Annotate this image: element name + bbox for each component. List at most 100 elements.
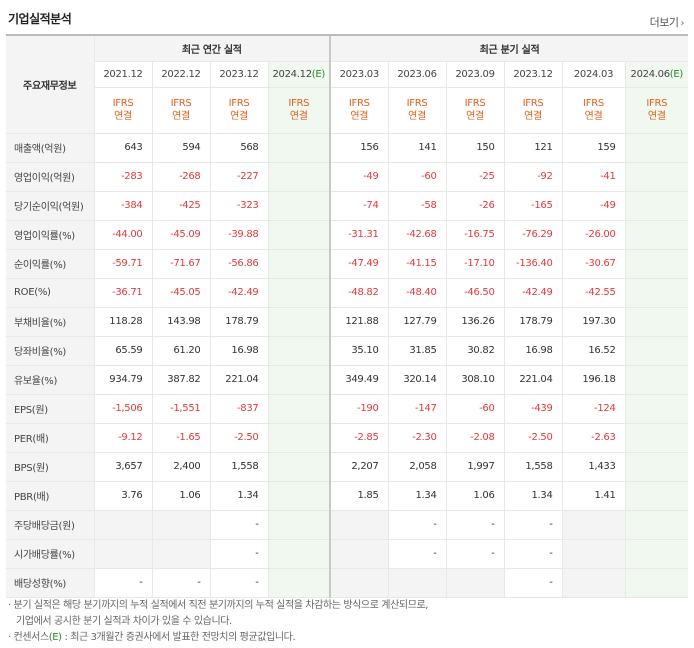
table-cell [329,568,389,598]
table-cell: 568 [209,132,268,163]
table-cell: 643 [93,132,152,163]
table-cell: -2.30 [387,423,447,453]
table-cell [624,393,689,424]
table-cell [267,481,331,511]
ifrs-basis-header: IFRS 연결 [387,87,447,134]
table-cell: 934.79 [93,365,152,395]
table-cell: -2.85 [329,423,389,453]
table-cell [624,568,689,598]
table-cell: -16.75 [445,219,505,250]
table-cell: -283 [93,162,152,192]
row-label: 유보율(%) [6,365,94,395]
table-cell [267,393,331,424]
table-cell: -45.05 [151,278,210,308]
more-link[interactable]: 더보기 › [650,14,685,30]
table-cell [267,509,331,540]
table-cell: -71.67 [151,249,210,279]
table-cell: -1,551 [151,393,210,424]
table-cell: - [445,539,505,569]
table-cell: 221.04 [503,365,563,395]
table-cell [387,568,447,598]
table-cell [267,219,331,250]
table-cell: -1.65 [151,423,210,453]
table-cell [151,509,210,540]
table-cell: 594 [151,132,210,163]
table-cell: 61.20 [151,336,210,366]
table-cell: 2,400 [151,452,210,482]
period-header: 2021.12 [93,61,152,88]
table-cell: -47.49 [329,249,389,279]
table-cell: -384 [93,191,152,221]
table-cell: 196.18 [561,365,626,395]
table-cell: -2.50 [503,423,563,453]
period-header: 2023.03 [329,61,389,88]
table-cell: - [387,539,447,569]
table-cell: 178.79 [503,306,563,337]
table-cell: -48.40 [387,278,447,308]
table-cell: -31.31 [329,219,389,250]
table-row: PBR(배) 3.76 1.06 1.34 1.85 1.34 1.06 1.34 1.41 [6,481,689,511]
row-label: 부채비율(%) [6,306,94,337]
footnote-consensus: · 컨센서스(E) : 최근 3개월간 증권사에서 발표한 전망치의 평균값입니… [8,632,296,643]
table-cell: -425 [151,191,210,221]
table-cell: 3.76 [93,481,152,511]
estimate-mark: (E) [311,68,326,80]
table-cell: 65.59 [93,336,152,366]
period-header: 2023.12 [209,61,268,88]
table-cell: 1.85 [329,481,389,511]
row-label: ROE(%) [6,278,94,308]
table-cell [624,423,689,453]
table-cell [267,539,331,569]
period-header: 2023.12 [503,61,563,88]
table-cell: -36.71 [93,278,152,308]
row-label: 영업이익(억원) [6,162,94,192]
table-row: EPS(원) -1,506 -1,551 -837 -190 -147 -60 -439 -12… [6,393,689,424]
table-cell: 2,207 [329,452,389,482]
table-cell: - [209,568,268,598]
table-cell [267,191,331,221]
table-row: 영업이익(억원) -283 -268 -227 -49 -60 -25 -92 -41 [6,162,689,192]
ifrs-basis-header: IFRS 연결 [561,87,626,134]
row-label: 영업이익률(%) [6,219,94,250]
table-cell [267,365,331,395]
ifrs-basis-header: IFRS 연결 [93,87,152,134]
table-row: 당기순이익(억원) -384 -425 -323 -74 -58 -26 -165 -49 [6,191,689,221]
table-cell: -60 [387,162,447,192]
table-row: 배당성향(%) - - - - [6,568,689,598]
table-cell: -1,506 [93,393,152,424]
table-cell: -9.12 [93,423,152,453]
table-cell: 30.82 [445,336,505,366]
table-cell: -76.29 [503,219,563,250]
ifrs-basis-header: IFRS 연결 [624,87,689,134]
table-cell [624,132,689,163]
table-row: BPS(원) 3,657 2,400 1,558 2,207 2,058 1,997 1,55… [6,452,689,482]
table-row: 시가배당률(%) - - - - [6,539,689,569]
ifrs-basis-header: IFRS 연결 [267,87,331,134]
table-cell [624,336,689,366]
row-label: PER(배) [6,423,94,453]
ifrs-basis-header: IFRS 연결 [209,87,268,134]
table-cell: - [503,568,563,598]
table-cell [267,132,331,163]
table-cell: -59.71 [93,249,152,279]
table-cell: -56.86 [209,249,268,279]
table-cell: 121.88 [329,306,389,337]
table-cell: 141 [387,132,447,163]
table-cell [267,162,331,192]
table-cell: -48.82 [329,278,389,308]
table-cell: -42.68 [387,219,447,250]
table-cell: 143.98 [151,306,210,337]
label-column-header: 주요재무정보 [6,34,94,134]
footnote-quarterly-cont: 기업에서 공시한 분기 실적과 차이가 있을 수 있습니다. [16,616,232,627]
table-cell: 1.41 [561,481,626,511]
table-cell: 320.14 [387,365,447,395]
table-cell: 150 [445,132,505,163]
ifrs-basis-header: IFRS 연결 [445,87,505,134]
table-cell: -136.40 [503,249,563,279]
table-cell [624,191,689,221]
table-cell [267,452,331,482]
table-cell: 1,558 [503,452,563,482]
table-cell [267,249,331,279]
row-label: 시가배당률(%) [6,539,94,569]
table-cell [151,539,210,569]
